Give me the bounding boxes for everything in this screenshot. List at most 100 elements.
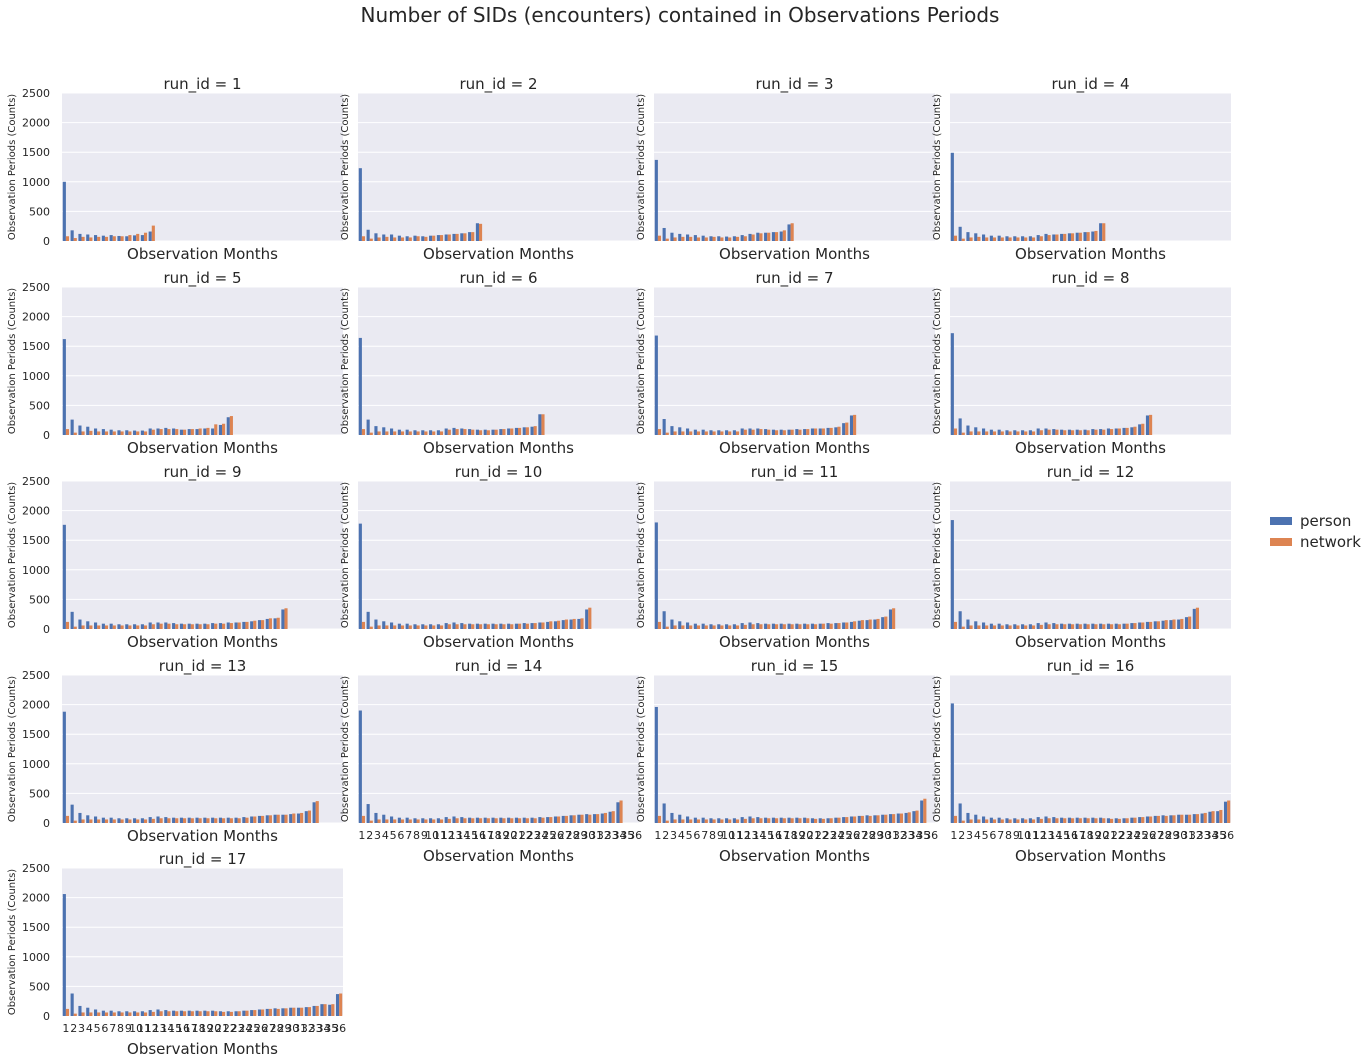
bar-person [1013, 624, 1017, 629]
bar-network [759, 429, 763, 435]
legend[interactable]: person network [1270, 512, 1361, 551]
bar-network [1078, 430, 1082, 435]
x-tick-label: 5 [982, 829, 989, 842]
bar-network [596, 814, 600, 823]
bar-person [195, 1010, 199, 1016]
bar-network [1031, 625, 1036, 629]
bar-person [86, 815, 90, 823]
bar-person [1153, 621, 1157, 629]
bar-network [1102, 429, 1106, 435]
x-tick-label: 5 [94, 1022, 101, 1035]
bar-person [1075, 623, 1079, 629]
bar-person [1122, 623, 1126, 629]
bar-person [499, 429, 503, 435]
bar-person [1130, 817, 1134, 823]
bar-network [463, 233, 467, 241]
x-tick-label: 19 [791, 829, 805, 842]
bar-network [665, 432, 669, 435]
bar-person [117, 624, 121, 629]
bar-network [525, 623, 529, 629]
bar-person [366, 611, 370, 629]
x-tick-label: 34 [612, 829, 626, 842]
bar-network [985, 819, 989, 823]
bar-person [101, 623, 105, 629]
bar-network [549, 817, 553, 823]
bar-person [218, 1011, 223, 1016]
bar-network [1102, 223, 1106, 241]
x-tick-label: 23 [231, 1022, 245, 1035]
bar-person [857, 620, 861, 629]
bar-network [814, 818, 818, 823]
bar-person [826, 427, 830, 435]
bar-person [1138, 817, 1142, 823]
bar-network [1047, 818, 1051, 823]
bar-network [1125, 623, 1129, 629]
x-tick-label: 10 [721, 829, 735, 842]
bar-network [915, 810, 919, 823]
x-tick-label: 16 [176, 1022, 190, 1035]
bar-person [1036, 623, 1040, 629]
bar-network [1188, 814, 1192, 823]
bar-network [136, 431, 140, 435]
bar-network [798, 624, 802, 629]
x-tick-label: 31 [885, 829, 899, 842]
x-tick-label: 6 [397, 829, 404, 842]
bar-network [1055, 624, 1059, 629]
bar-network [377, 237, 381, 241]
x-tick-label: 3 [670, 829, 677, 842]
bar-person [686, 622, 690, 629]
bar-person [561, 620, 565, 629]
x-tick-label: 15 [464, 829, 478, 842]
bar-person [1013, 236, 1017, 241]
bar-person [686, 428, 690, 435]
bar-network [1172, 619, 1176, 629]
y-tick-label: 1500 [22, 921, 50, 934]
bar-network [112, 625, 116, 629]
panel-title: run_id = 4 [1051, 75, 1129, 94]
bar-person [678, 427, 682, 435]
bar-person [390, 234, 394, 241]
bar-person [1021, 624, 1025, 629]
panel-background [358, 675, 639, 823]
bar-network [1000, 237, 1004, 241]
bar-person [756, 428, 760, 435]
bar-network [837, 623, 841, 629]
bar-person [1075, 817, 1079, 823]
bar-network [1008, 431, 1012, 435]
bar-person [62, 181, 66, 241]
bar-person [483, 429, 487, 435]
panel-background [62, 868, 343, 1016]
x-tick-label: 8 [1005, 829, 1012, 842]
x-tick-label: 15 [168, 1022, 182, 1035]
bar-network [1094, 818, 1098, 823]
bar-person [896, 813, 900, 823]
bar-person [421, 624, 425, 629]
bar-person [390, 428, 394, 435]
bar-person [250, 816, 254, 823]
x-axis-label: Observation Months [423, 847, 574, 865]
bar-person [764, 623, 768, 629]
bar-person [289, 1007, 293, 1016]
bar-person [211, 623, 215, 629]
bar-person [1060, 429, 1064, 435]
bar-network [1063, 233, 1067, 241]
bar-network [494, 429, 498, 435]
bar-network [1195, 814, 1199, 823]
bar-network [143, 1012, 148, 1016]
bar-person [997, 429, 1001, 435]
bar-network [261, 815, 265, 823]
bar-network [361, 621, 366, 629]
bar-person [1200, 813, 1204, 823]
x-tick-label: 31 [293, 1022, 307, 1035]
x-tick-label: 24 [238, 1022, 252, 1035]
bar-network [136, 1012, 140, 1016]
bar-network [580, 618, 584, 629]
x-tick-label: 14 [1048, 829, 1062, 842]
bar-person [499, 817, 503, 823]
bar-network [853, 621, 857, 629]
bar-network [696, 431, 701, 435]
legend-label: network [1300, 533, 1361, 551]
bar-person [491, 623, 495, 629]
bar-person [678, 814, 682, 823]
bar-person [62, 339, 66, 435]
